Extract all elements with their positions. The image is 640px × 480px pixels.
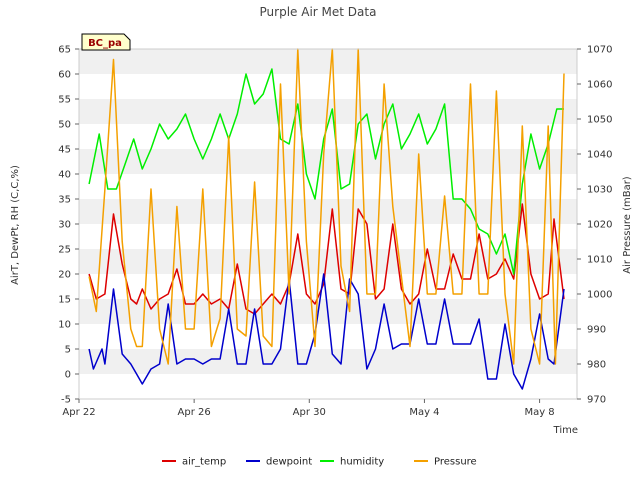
y-axis-label-left: AirT, DewPt, RH (C,C,%) <box>10 165 21 285</box>
station-badge: BC_pa <box>81 33 131 51</box>
y-tick-label-left: 5 <box>65 345 71 356</box>
y-tick-label-left: -5 <box>61 395 71 406</box>
station-label: BC_pa <box>88 38 122 49</box>
grid-band <box>79 274 577 299</box>
y-tick-label-right: 970 <box>587 395 606 406</box>
y-tick-label-right: 990 <box>587 325 606 336</box>
y-axis-label-right: Air Pressure (mBar) <box>622 176 633 274</box>
y-tick-label-left: 40 <box>58 170 71 181</box>
x-tick-label: Apr 30 <box>293 407 326 418</box>
y-tick-label-left: 30 <box>58 220 71 231</box>
y-tick-label-right: 1060 <box>587 80 612 91</box>
y-tick-label-left: 35 <box>58 195 71 206</box>
y-tick-label-left: 65 <box>58 45 71 56</box>
y-tick-label-right: 1070 <box>587 45 612 56</box>
grid-band <box>79 199 577 224</box>
x-axis-label: Time <box>553 425 578 436</box>
grid-band <box>79 49 577 74</box>
x-tick-label: May 4 <box>409 407 439 418</box>
grid-band <box>79 349 577 374</box>
y-tick-label-right: 1010 <box>587 255 612 266</box>
x-tick-label: May 8 <box>524 407 554 418</box>
legend-label-pressure: Pressure <box>434 457 477 468</box>
y-tick-label-left: 55 <box>58 95 71 106</box>
chart-title: Purple Air Met Data <box>260 5 377 19</box>
y-tick-label-right: 1050 <box>587 115 612 126</box>
y-tick-label-left: 10 <box>58 320 71 331</box>
series-line-humidity <box>88 68 564 275</box>
y-tick-label-right: 1000 <box>587 290 612 301</box>
legend-label-air-temp: air_temp <box>182 457 226 468</box>
y-tick-label-left: 20 <box>58 270 71 281</box>
grid-band <box>79 149 577 174</box>
y-tick-label-left: 0 <box>65 370 71 381</box>
grid-band <box>79 124 577 149</box>
grid-band <box>79 249 577 274</box>
series-line-dewpoint <box>88 273 565 390</box>
y-tick-label-right: 1020 <box>587 220 612 231</box>
left-axis: -5 0 5 10 15 20 25 30 35 40 45 50 55 60 65 <box>58 45 79 406</box>
right-axis: 970 980 990 1000 1010 1020 1030 1040 1050 1060 107… <box>577 45 612 406</box>
y-tick-label-right: 1040 <box>587 150 612 161</box>
series-layer <box>88 48 565 390</box>
y-tick-label-left: 15 <box>58 295 71 306</box>
y-tick-label-left: 45 <box>58 145 71 156</box>
y-tick-label-left: 25 <box>58 245 71 256</box>
legend-label-humidity: humidity <box>340 457 384 468</box>
legend: air_temp dewpoint humidity Pressure <box>162 457 477 468</box>
grid-band <box>79 374 577 399</box>
y-tick-label-left: 60 <box>58 70 71 81</box>
series-line-pressure <box>88 48 565 365</box>
x-tick-label: Apr 22 <box>62 407 95 418</box>
station-badge-box <box>81 33 131 51</box>
x-tick-label: Apr 26 <box>178 407 211 418</box>
series-line-air-temp <box>88 203 565 315</box>
grid-band <box>79 174 577 199</box>
y-tick-label-right: 980 <box>587 360 606 371</box>
y-tick-label-left: 50 <box>58 120 71 131</box>
y-tick-label-right: 1030 <box>587 185 612 196</box>
x-axis: Apr 22 Apr 26 Apr 30 May 4 May 8 <box>62 399 555 418</box>
legend-label-dewpoint: dewpoint <box>266 457 312 468</box>
